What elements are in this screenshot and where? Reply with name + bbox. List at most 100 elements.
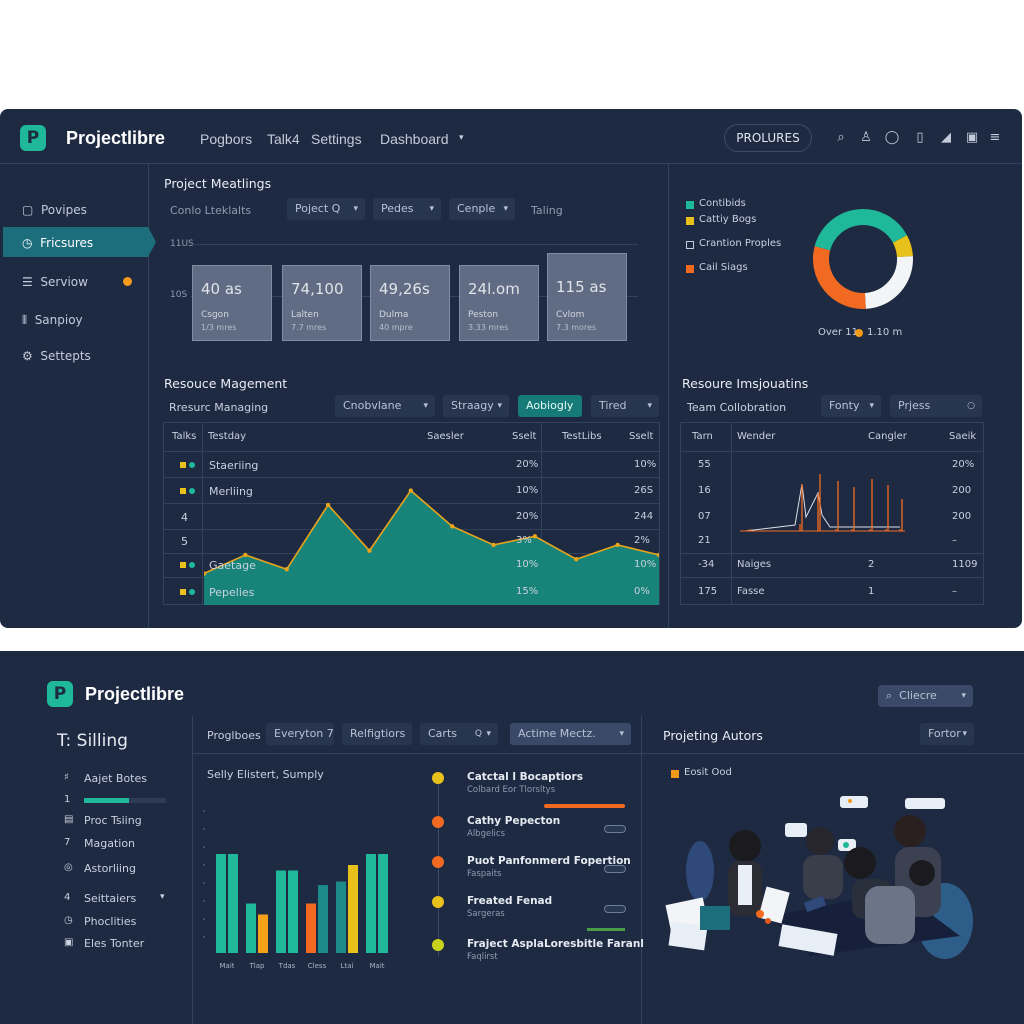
bar (228, 854, 238, 953)
timeline-item-title[interactable]: Catctal l Bocaptiors (467, 771, 583, 783)
notification-dot (123, 277, 132, 286)
meetings-filter-0[interactable]: Poject Q ▾ (287, 198, 365, 220)
meetings-filter-3[interactable]: Taling (531, 204, 563, 217)
sidebar-item-label[interactable]: Seittaiers (84, 892, 137, 905)
row-value: 2% (634, 535, 650, 546)
people-chip[interactable]: Fortor ▾ (920, 723, 974, 745)
sidebar-divider (192, 716, 193, 1024)
y-axis-label-0: 11US (170, 239, 194, 249)
chip-label: Tired (599, 399, 627, 412)
x-tick-label: Cless (308, 962, 327, 970)
row-value: 26S (634, 485, 654, 496)
header-pill-button[interactable]: PROLURES (724, 124, 812, 152)
people-title: Projeting Autors (663, 728, 763, 743)
data-point (532, 534, 538, 539)
sidebar-item-4[interactable]: ⚙ Settepts (22, 349, 91, 363)
ins-row-id: 07 (698, 511, 711, 522)
filter-chip-3[interactable]: Actime Mectz. ▾ (510, 723, 631, 745)
section-divider (641, 716, 642, 1024)
insights-filter-0[interactable]: Fonty ▾ (821, 395, 881, 417)
sidebar-item-label[interactable]: Aajet Botes (84, 772, 147, 785)
resource-filter-label: Rresurc Managing (169, 401, 269, 414)
resource-filter-0[interactable]: Cnobvlane ▾ (335, 395, 435, 417)
nav-item-0[interactable]: Pogbors (200, 131, 253, 147)
legend-swatch-0 (686, 201, 694, 209)
clock-icon: ◷ (22, 236, 33, 250)
search-chip[interactable]: ⌕ Cliecre ▾ (878, 685, 973, 707)
timeline-item-title[interactable]: Cathy Pepecton (467, 815, 561, 827)
chip-label: Cnobvlane (343, 399, 402, 412)
sidebar-item-label[interactable]: Proc Tsiing (84, 814, 142, 827)
legend-label-0: Contibids (699, 198, 746, 209)
card-sublabel: 7.3 mores (556, 323, 597, 332)
row-number: 5 (181, 535, 188, 548)
sidebar-marker: 4 (64, 892, 71, 903)
meeting-card-1[interactable]: 74,100 Lalten 7.7 mres (282, 265, 362, 341)
meetings-filter-1[interactable]: Pedes ▾ (373, 198, 441, 220)
sidebar-item-label[interactable]: Magation (84, 837, 136, 850)
chevron-down-icon[interactable]: ▾ (160, 892, 165, 902)
bar (258, 914, 268, 953)
insights-filter-1[interactable]: Prjess ○ (890, 395, 982, 417)
chevron-down-icon: ▾ (486, 729, 491, 739)
nav-item-settings[interactable]: Settings (311, 131, 362, 147)
sidebar-item-label[interactable]: Eles Tonter (84, 937, 145, 950)
row-value: 15% (516, 586, 539, 597)
ins-col-header-1: Wender (737, 431, 776, 442)
ins-row-value: 1 (868, 586, 875, 597)
mail-icon[interactable]: ▣ (965, 130, 979, 145)
series-line (204, 489, 659, 575)
row-value: 10% (634, 559, 657, 570)
resource-title: Resouce Magement (164, 376, 288, 391)
resource-filter-2-active[interactable]: Aobiogly (518, 395, 582, 417)
ins-row-value: 200 (952, 511, 972, 522)
user-icon[interactable]: ♙ (860, 130, 872, 145)
chip-label: Actime Mectz. (518, 727, 596, 740)
data-point (408, 488, 414, 493)
card-label: Dulma (379, 310, 409, 320)
filter-chip-1[interactable]: Relfigtiors (342, 723, 412, 745)
filter-chip-2[interactable]: Carts Q ▾ (420, 723, 498, 745)
ins-row-id: 21 (698, 535, 711, 546)
meeting-card-3[interactable]: 24l.om Peston 3.33 mres (459, 265, 539, 341)
sidebar-item-label[interactable]: Phoclities (84, 915, 137, 928)
timeline-item-title[interactable]: Puot Panfonmerd Fopertion (467, 855, 631, 867)
search-icon[interactable]: ⌕ (837, 130, 845, 145)
sidebar-item-2[interactable]: ☰ Serviow (22, 275, 88, 289)
shield-icon[interactable]: ◯ (884, 130, 900, 145)
sidebar-item-label[interactable]: Astorliing (84, 862, 136, 875)
meeting-card-2[interactable]: 49,26s Dulma 40 mpre (370, 265, 450, 341)
sidebar-item-label: Serviow (40, 275, 88, 289)
chip-label: Carts (428, 727, 457, 740)
sidebar-item-0[interactable]: ▢ Povipes (22, 203, 87, 217)
chevron-down-icon[interactable]: ▾ (459, 133, 464, 143)
row-value: 20% (516, 459, 539, 470)
row-value: 10% (516, 485, 539, 496)
ins-row-id: 16 (698, 485, 711, 496)
meeting-card-4[interactable]: 115 as Cvlom 7.3 mores (547, 253, 627, 341)
menu-icon[interactable]: ≡ (989, 130, 1001, 145)
document-icon[interactable]: ▯ (916, 130, 924, 145)
sidebar-item-3[interactable]: ⫴ Sanpioy (22, 313, 83, 328)
sidebar-item-1[interactable]: ◷ Fricsures (22, 236, 93, 250)
sidebar-marker: ▣ (64, 937, 74, 948)
row-marker (180, 462, 186, 468)
y-axis-label-1: 10S (170, 290, 188, 300)
meetings-filter-2[interactable]: Cenple ▾ (449, 198, 515, 220)
card-value: 40 as (201, 280, 242, 298)
chevron-down-icon: ▾ (497, 401, 502, 411)
legend-label-2: Crantion Proples (699, 238, 782, 249)
col-header-3: Sselt (512, 431, 537, 442)
search-icon: Q (474, 729, 482, 739)
bar (348, 865, 358, 953)
resource-filter-3[interactable]: Tired ▾ (591, 395, 659, 417)
sidebar-divider (148, 164, 149, 628)
timeline-item-title[interactable]: Freated Fenad (467, 895, 553, 907)
nav-item-1[interactable]: Talk4 (267, 131, 300, 147)
resource-filter-1[interactable]: Straagy ▾ (443, 395, 509, 417)
nav-item-dashboard[interactable]: Dashboard (380, 131, 449, 147)
chart-icon[interactable]: ◢ (941, 130, 951, 145)
meeting-card-0[interactable]: 40 as Csgon 1/3 mres (192, 265, 272, 341)
filter-chip-0[interactable]: Everyton 7 (266, 723, 334, 745)
timeline-item-title[interactable]: Fraject AsplaLoresbitle Faranl (467, 938, 644, 950)
